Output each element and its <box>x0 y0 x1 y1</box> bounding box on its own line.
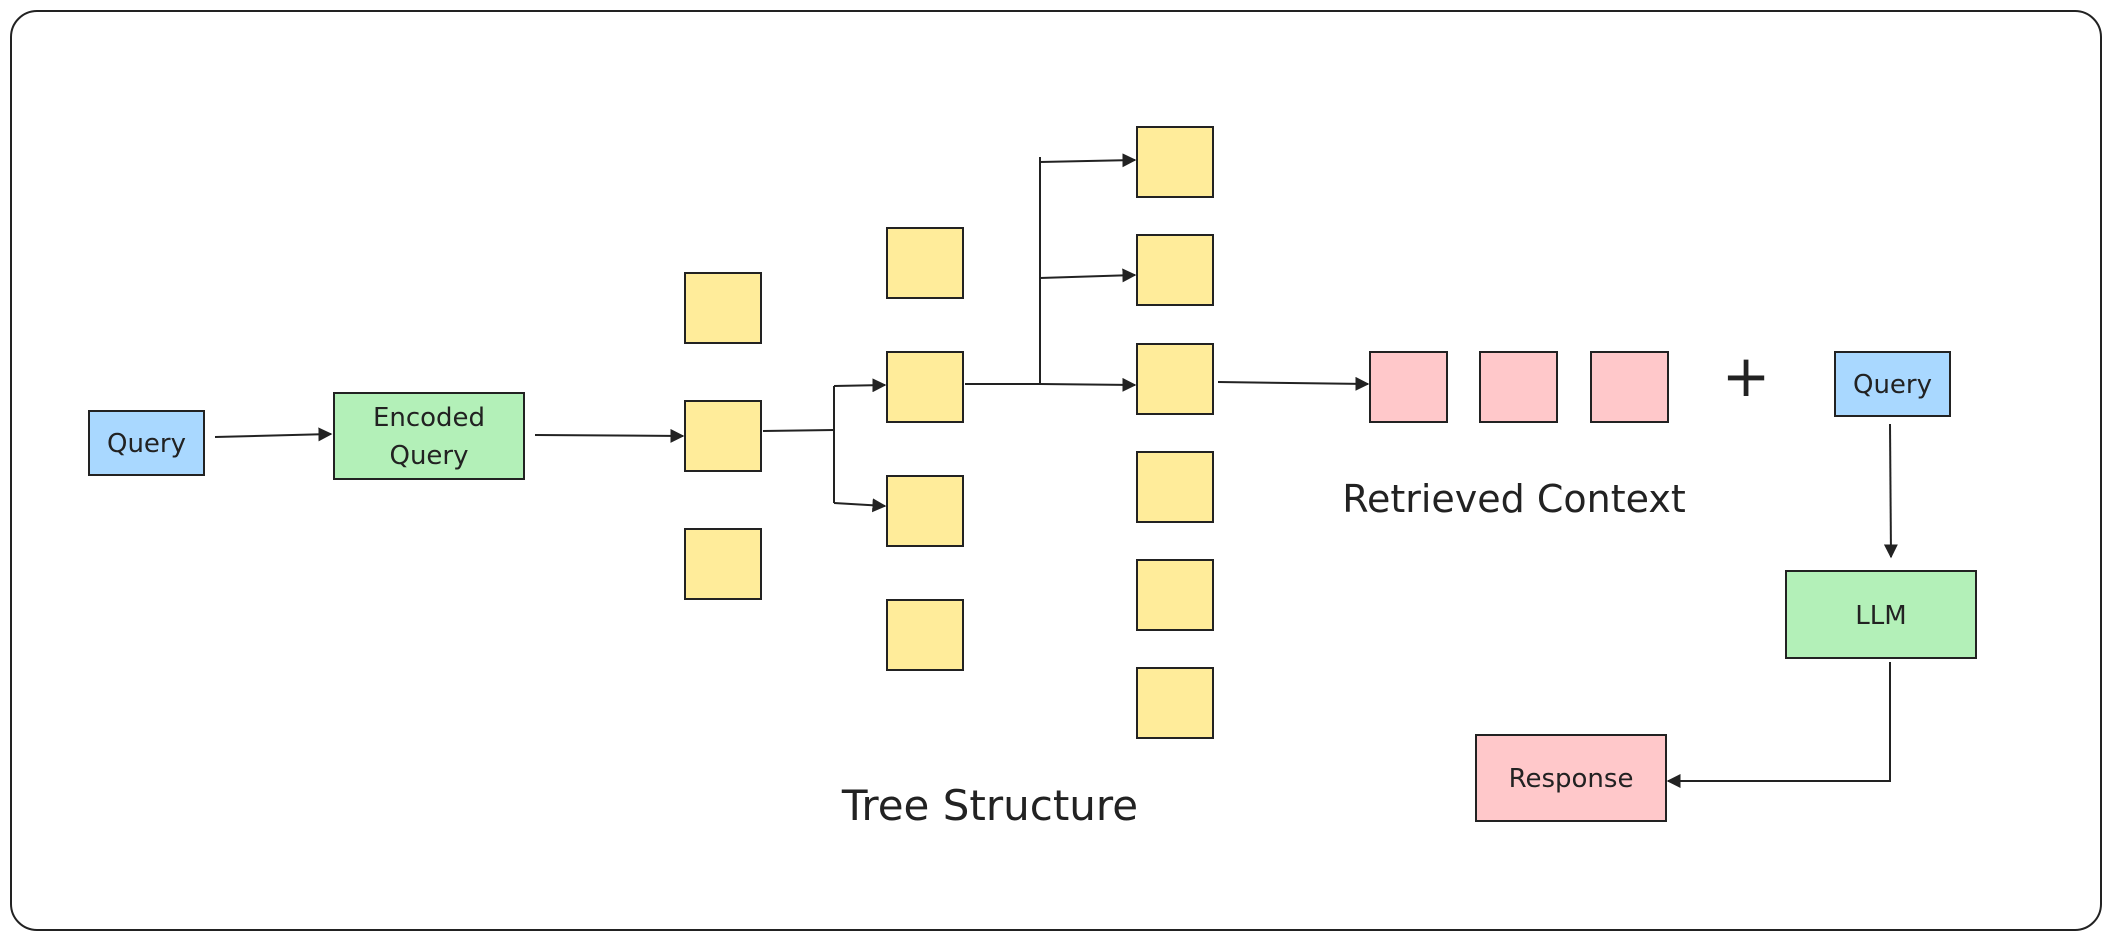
tree-node <box>1136 126 1214 198</box>
query-context-node: Query <box>1834 351 1951 417</box>
retrieved-context-chunks <box>1369 351 1669 423</box>
retrieved-context-label: Retrieved Context <box>1342 477 1685 521</box>
connectors <box>214 153 1898 788</box>
arrow-to-level2-selected <box>833 378 887 393</box>
response-node: Response <box>1475 734 1667 822</box>
tree-node <box>886 599 964 671</box>
encoded-query-box <box>333 392 525 480</box>
encoded-query-label-line-2: Query <box>389 441 468 471</box>
query-input-label: Query <box>107 429 186 459</box>
arrow-to-level3-a <box>1039 153 1137 168</box>
arrow-to-level2 <box>833 498 887 513</box>
tree-node <box>684 272 762 344</box>
arrow-tree-to-context <box>1217 376 1370 391</box>
connector-level1-out <box>762 429 835 432</box>
response-box <box>1475 734 1667 822</box>
diagram-frame <box>10 10 2102 931</box>
tree-node <box>886 475 964 547</box>
llm-label: LLM <box>1855 601 1906 631</box>
arrow-query-to-llm <box>1883 423 1898 559</box>
llm-box <box>1785 570 1977 659</box>
encoded-query-label-line-1: Encoded <box>373 403 485 433</box>
encoded-query-node: Encoded Query <box>333 392 525 480</box>
query-context-box <box>1834 351 1951 417</box>
query-context-label: Query <box>1853 370 1932 400</box>
tree-node-selected <box>1136 343 1214 415</box>
tree-level-2 <box>886 227 964 671</box>
arrow-query-to-encoded <box>214 427 333 442</box>
arrow-encoded-to-tree <box>534 428 685 443</box>
tree-level-1 <box>684 272 762 600</box>
context-chunk <box>1369 351 1448 423</box>
tree-node <box>886 227 964 299</box>
query-input-node: Query <box>88 410 205 476</box>
tree-node <box>1136 234 1214 306</box>
tree-node-selected <box>886 351 964 423</box>
arrow-to-level3-selected <box>1039 377 1137 392</box>
plus-sign: + <box>1722 342 1771 410</box>
tree-node <box>1136 667 1214 739</box>
response-label: Response <box>1509 764 1634 794</box>
tree-node <box>1136 559 1214 631</box>
arrow-to-level3-b <box>1039 268 1137 283</box>
context-chunk <box>1479 351 1558 423</box>
tree-structure-label: Tree Structure <box>841 781 1138 830</box>
tree-node <box>1136 451 1214 523</box>
tree-node <box>684 528 762 600</box>
llm-node: LLM <box>1785 570 1977 659</box>
tree-level-3 <box>1136 126 1214 739</box>
tree-node-selected <box>684 400 762 472</box>
query-input-box <box>88 410 205 476</box>
arrow-llm-to-response <box>1666 662 1891 788</box>
context-chunk <box>1590 351 1669 423</box>
